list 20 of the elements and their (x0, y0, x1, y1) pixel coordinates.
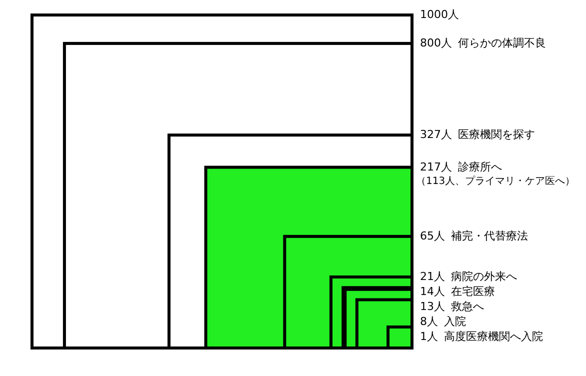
category-label: 救急へ (450, 300, 484, 314)
data-label: 217人 (420, 160, 452, 174)
data-label: 1000人 (420, 8, 459, 22)
category-label: 高度医療機関へ入院 (444, 330, 543, 344)
category-label: 医療機関を探す (458, 128, 535, 142)
category-label: 補完・代替療法 (451, 229, 528, 242)
data-label: 13人 (420, 300, 445, 314)
data-label: 65人 (420, 229, 445, 242)
category-label: 診療所へ (458, 160, 502, 174)
data-label: 8人 (420, 314, 438, 328)
data-label: 800人 (420, 36, 452, 50)
data-label: 327人 (420, 128, 452, 142)
data-label: 14人 (420, 284, 445, 298)
category-label: 在宅医療 (451, 284, 495, 298)
data-label: 1人 (420, 330, 438, 344)
category-label: 何らかの体調不良 (458, 36, 546, 50)
category-label: 入院 (444, 314, 466, 328)
category-label: 病院の外来へ (451, 270, 517, 284)
text: （113人、プライマリ・ケア医へ） (416, 175, 576, 188)
data-label: 21人 (420, 270, 445, 284)
